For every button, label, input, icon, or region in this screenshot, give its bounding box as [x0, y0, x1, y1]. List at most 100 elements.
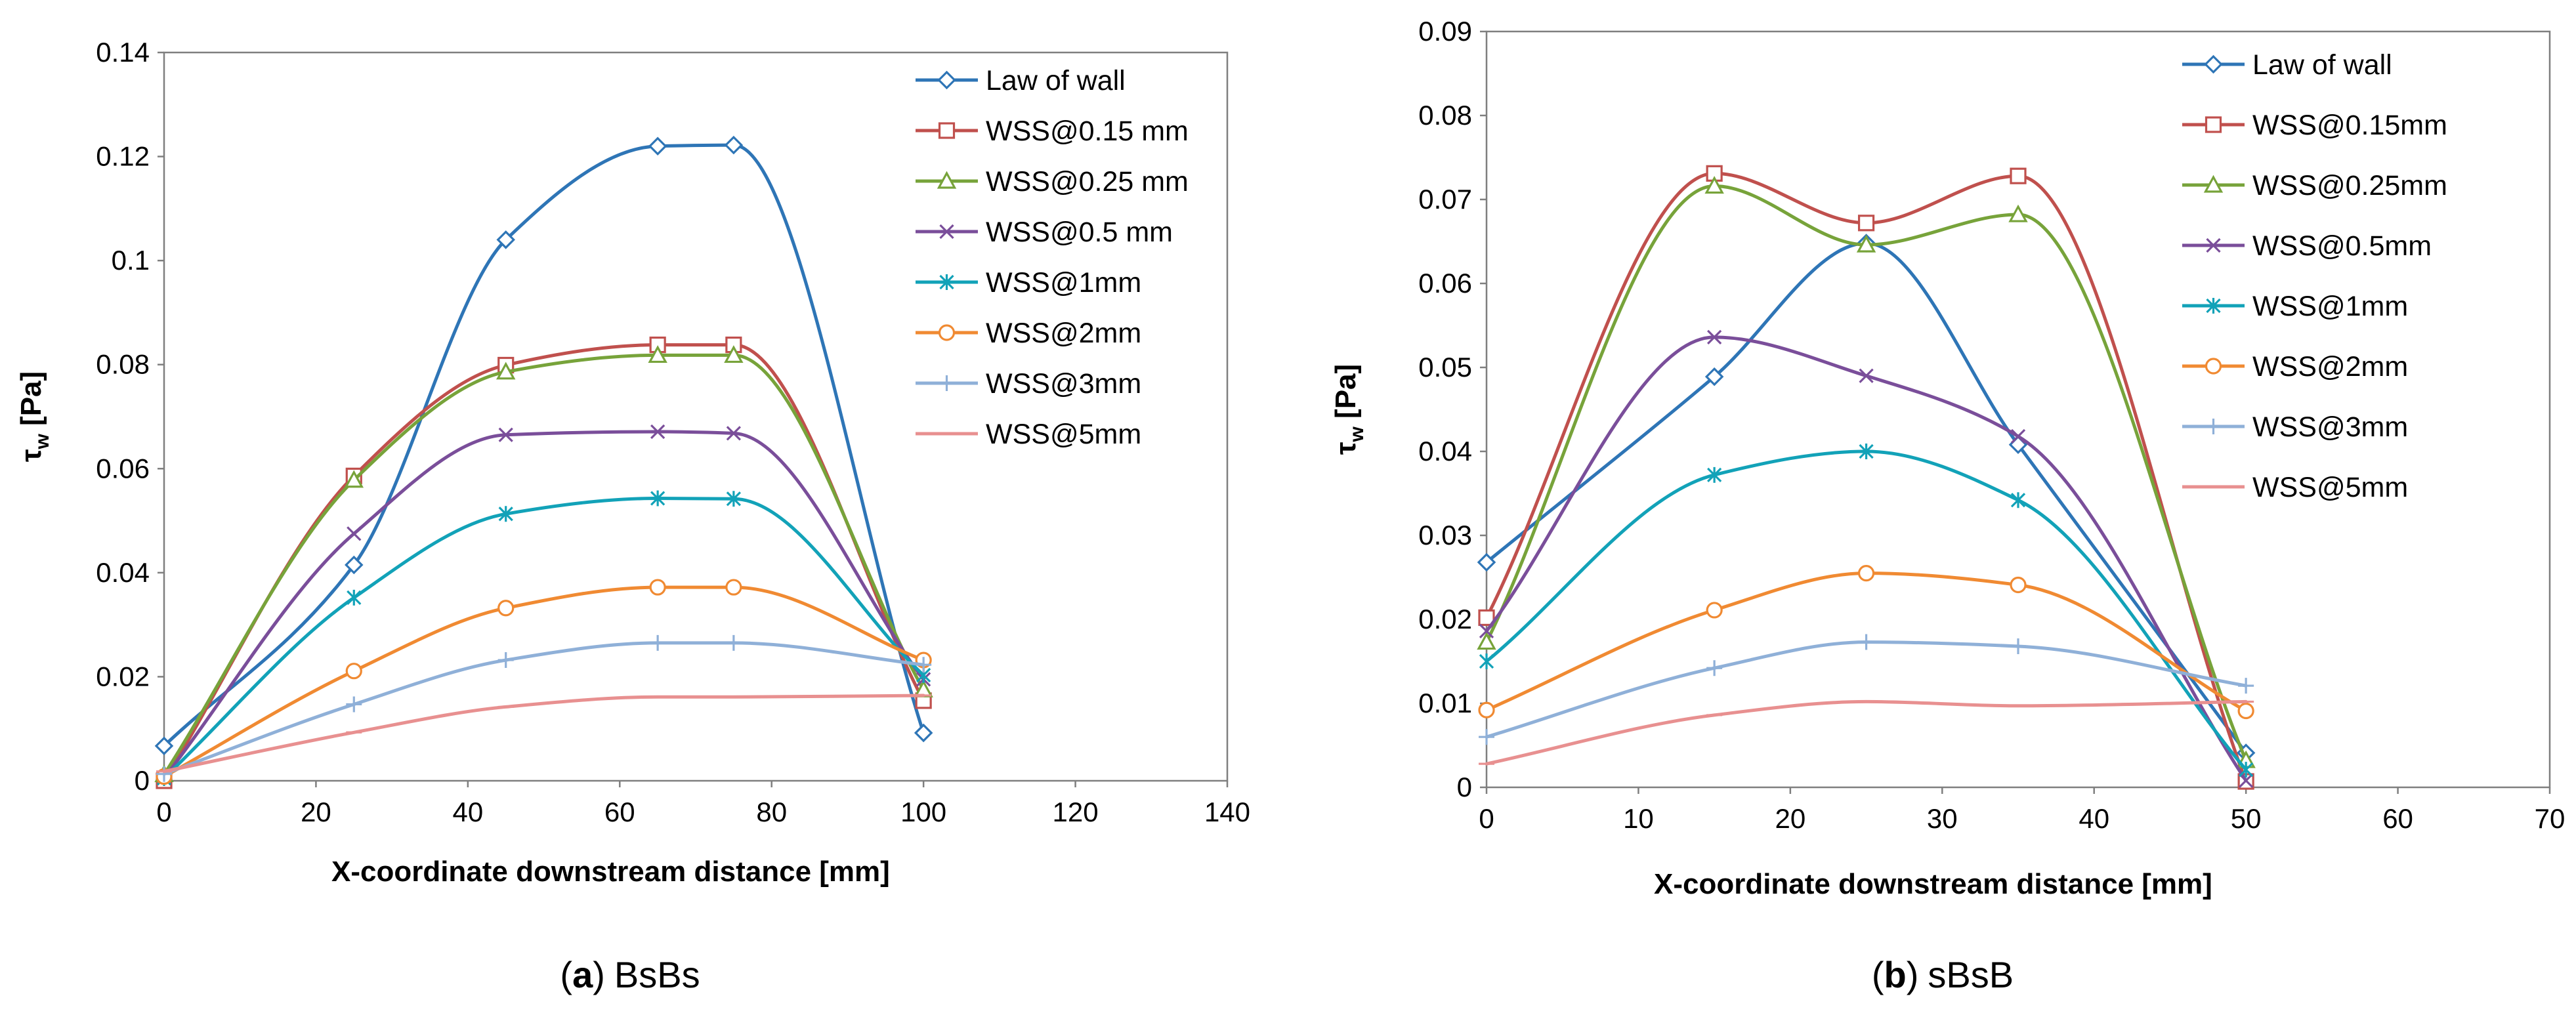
series-wss-0-5-mm — [156, 424, 931, 786]
legend-label: WSS@1mm — [2252, 291, 2408, 322]
data-point — [650, 424, 665, 440]
legend-label: WSS@0.5mm — [2252, 230, 2432, 262]
data-point — [1479, 623, 1494, 639]
legend-label: WSS@0.15 mm — [986, 115, 1189, 147]
x-tick-label: 60 — [2382, 803, 2413, 834]
x-tick-label: 140 — [1204, 797, 1250, 827]
data-point — [1706, 602, 1723, 619]
data-point — [1478, 609, 1495, 627]
y-tick-label: 0.04 — [96, 557, 150, 588]
data-point — [345, 663, 362, 680]
y-tick-label: 0.04 — [1418, 436, 1472, 466]
data-point — [2010, 576, 2027, 594]
data-point — [497, 652, 514, 669]
x-axis-label: X-coordinate downstream distance [mm] — [1654, 868, 2212, 900]
x-tick-label: 40 — [2079, 803, 2109, 834]
y-tick-label: 0.01 — [1418, 688, 1472, 718]
y-axis-label-unit: [Pa] — [1330, 364, 1362, 426]
series-wss-0-15-mm — [156, 336, 932, 789]
y-axis-label-subscript: w — [1346, 426, 1368, 443]
x-tick-label: 40 — [452, 797, 483, 827]
series-line — [1485, 241, 2248, 755]
caption-letter-bold: a — [572, 954, 593, 995]
data-point — [154, 736, 174, 756]
data-point — [1479, 729, 1494, 745]
x-tick-label: 10 — [1623, 803, 1654, 834]
plot-area-frame — [163, 51, 1229, 782]
y-tick-label: 0.06 — [96, 453, 150, 484]
data-point — [496, 362, 516, 380]
panel-caption-text: sBsB — [1928, 954, 2014, 995]
legend: Law of wall WSS@0.15mm WSS@0.25mm WSS@0.5mm… — [2182, 49, 2447, 503]
legend-label: WSS@0.5 mm — [986, 217, 1173, 248]
legend-swatch-marker — [938, 122, 956, 139]
series-wss-0-15mm — [1478, 165, 2254, 790]
y-tick-label: 0.08 — [96, 349, 150, 380]
series-line — [162, 430, 925, 780]
data-point — [725, 579, 742, 596]
caption-open-paren: ( — [560, 954, 572, 995]
data-point — [649, 579, 666, 596]
data-point — [2010, 638, 2026, 654]
legend-swatch-marker — [2204, 54, 2223, 74]
y-axis-label: τw [Pa] — [15, 371, 53, 462]
legend-label: WSS@0.25mm — [2252, 170, 2447, 201]
data-point — [345, 555, 364, 575]
chart-panel-b: 0 0.01 0.02 0.03 0.04 0.05 0.06 0.07 0.08 0.09 0 10… — [1330, 16, 2565, 995]
series-line — [1485, 184, 2248, 762]
y-axis-label-symbol: τ — [15, 449, 47, 463]
data-point — [496, 230, 515, 249]
y-tick-label: 0.03 — [1418, 520, 1472, 550]
data-point — [650, 490, 665, 507]
legend-swatch-marker — [939, 274, 954, 290]
y-tick-label: 0.06 — [1418, 268, 1472, 299]
legend-swatch-marker — [2206, 238, 2221, 253]
y-tick-label: 0.08 — [1418, 100, 1472, 131]
chart-panel-a: 0 0.02 0.04 0.06 0.08 0.1 0.12 0.14 0 20 40 60 80 100… — [15, 37, 1250, 995]
x-tick-label: 20 — [1775, 803, 1805, 834]
legend-swatch-marker — [2205, 358, 2222, 375]
legend-label: Law of wall — [986, 65, 1126, 96]
data-point — [498, 427, 513, 442]
data-point — [2010, 428, 2026, 444]
panel-caption-letter: (a) — [560, 954, 604, 995]
legend-swatch-marker — [2206, 298, 2221, 314]
y-tick-label: 0 — [1457, 772, 1472, 802]
data-point — [1856, 234, 1876, 253]
data-point — [914, 723, 933, 743]
series-line — [162, 585, 925, 779]
series-wss-1mm — [1479, 444, 2254, 778]
legend-swatch-marker — [2205, 419, 2222, 434]
series-wss-0-5mm — [1479, 329, 2254, 788]
caption-letter-bold: b — [1884, 954, 1907, 995]
data-point — [1704, 176, 1724, 194]
x-tick-label: 60 — [604, 797, 635, 827]
series-wss-1mm — [156, 490, 931, 787]
x-tick-label: 50 — [2231, 803, 2262, 834]
y-tick-label: 0.02 — [1418, 604, 1472, 634]
series-line — [162, 497, 925, 780]
y-tick-label: 0.02 — [96, 661, 150, 692]
x-tick-label: 20 — [301, 797, 331, 827]
panel-caption-letter: (b) — [1872, 954, 1919, 995]
data-point — [724, 345, 744, 363]
data-point — [1479, 653, 1494, 669]
y-tick-label: 0.14 — [96, 37, 150, 68]
series-line — [1485, 449, 2248, 772]
legend-label: WSS@1mm — [986, 267, 1141, 299]
data-point — [648, 136, 667, 155]
legend-label: WSS@0.15mm — [2252, 110, 2447, 141]
data-point — [1707, 466, 1722, 483]
legend-swatch-marker — [937, 70, 956, 90]
data-point — [2239, 762, 2254, 778]
data-point — [725, 634, 742, 651]
data-point — [347, 589, 362, 606]
y-tick-label: 0.09 — [1418, 16, 1472, 47]
series-line — [162, 143, 925, 748]
data-point — [1706, 660, 1723, 676]
data-point — [726, 426, 741, 441]
data-point — [497, 600, 515, 617]
caption-close-paren: ) — [593, 954, 605, 995]
panel-caption-text: BsBs — [614, 954, 700, 995]
x-tick-label: 120 — [1053, 797, 1099, 827]
